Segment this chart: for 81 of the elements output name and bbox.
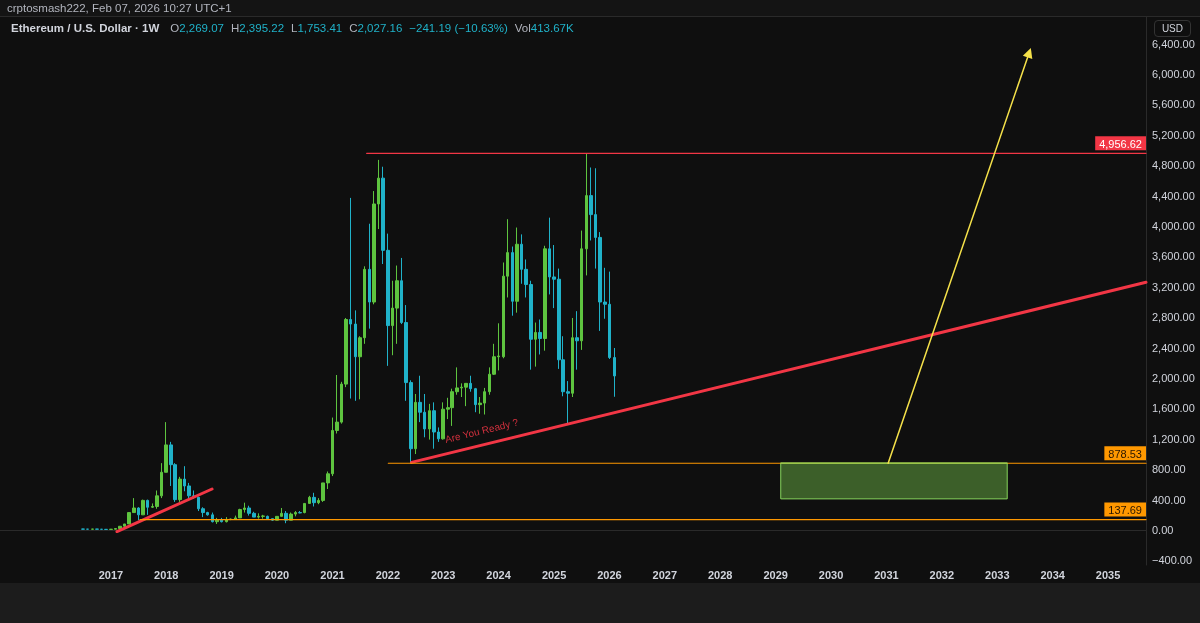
annotation: C2,027.16 (349, 22, 403, 34)
x-tick-label: 2023 (430, 568, 456, 581)
y-tick-label: 6,000.00 (1152, 68, 1195, 80)
candlestick (464, 382, 468, 407)
x-tick-label: 2029 (763, 568, 788, 581)
y-tick-label: 5,200.00 (1152, 128, 1195, 141)
y-tick-label: 2,400.00 (1152, 341, 1195, 354)
x-tick-label: 2028 (707, 568, 733, 581)
y-tick-label: 1,200.00 (1152, 432, 1195, 445)
data-label: 878.53 (1108, 447, 1142, 460)
x-tick-label: 2022 (375, 568, 401, 581)
chart-title: Ethereum / U.S. Dollar · 1W (11, 21, 160, 36)
x-tick-label: 2031 (874, 568, 899, 581)
x-tick-label: 2034 (1040, 568, 1066, 581)
candlestick (515, 227, 519, 314)
x-tick-label: 2024 (486, 568, 512, 581)
candlestick (215, 517, 219, 525)
y-tick-label: 2,800.00 (1152, 311, 1195, 324)
x-tick-label: 2020 (264, 568, 290, 581)
candlestick (511, 246, 514, 317)
data-label: 4,956.62 (1099, 137, 1142, 150)
candlestick (312, 492, 316, 507)
candlestick (580, 230, 583, 351)
annotation: H2,395.22 (230, 22, 285, 34)
x-tick-label: 2019 (209, 568, 234, 581)
candlestick (469, 375, 472, 393)
x-tick-label: 2032 (929, 568, 955, 581)
candlestick (585, 153, 588, 276)
annotation: O2,269.07 (170, 22, 224, 34)
text: Are You Ready ? (443, 416, 520, 446)
candlestick (543, 245, 547, 352)
candlestick (613, 347, 616, 398)
y-tick-label: 4,000.00 (1152, 220, 1195, 233)
annotation: −241.19 (−10.63%) (409, 22, 508, 34)
x-tick-label: 2026 (597, 568, 622, 581)
candlestick (368, 223, 371, 330)
candlestick (575, 310, 579, 371)
annotation: Vol413.67K (514, 22, 574, 34)
y-tick-label: 2,000.00 (1152, 372, 1195, 385)
candlestick (261, 514, 265, 520)
candlestick (538, 319, 542, 355)
x-tick-label: 2030 (818, 568, 844, 581)
candlestick (146, 499, 149, 516)
candlestick (349, 197, 352, 400)
x-tick-label: 2017 (98, 568, 124, 581)
y-tick-label: 5,600.00 (1152, 98, 1195, 111)
x-tick-label: 2033 (985, 568, 1010, 581)
y-tick-label: 0.00 (1152, 524, 1174, 537)
y-axis-title: USD (1153, 20, 1191, 37)
candlestick (178, 476, 182, 503)
candlestick (474, 387, 477, 413)
y-tick-label: 3,600.00 (1152, 250, 1195, 263)
x-tick-label: 2035 (1095, 568, 1121, 581)
x-tick-label: 2027 (652, 568, 678, 581)
candlestick (141, 499, 145, 516)
y-tick-label: −400.00 (1152, 554, 1193, 567)
y-tick-label: 6,400.00 (1152, 37, 1195, 50)
candlestick (571, 317, 574, 398)
chart-subtitle: crptosmash222, Feb 07, 2026 10:27 UTC+1 (7, 1, 232, 16)
candlestick (432, 401, 436, 450)
candlestick (354, 309, 357, 402)
x-tick-label: 2025 (541, 568, 567, 581)
y-tick-label: 1,600.00 (1152, 402, 1195, 415)
candlestick (414, 393, 417, 455)
candlestick (266, 515, 269, 520)
annotation: L1,753.41 (291, 22, 343, 34)
y-tick-label: 4,400.00 (1152, 189, 1195, 202)
candlestick (308, 495, 311, 504)
y-tick-label: 400.00 (1152, 493, 1186, 506)
data-label: 137.69 (1108, 504, 1142, 517)
candlestick (534, 322, 537, 368)
x-tick-label: 2018 (154, 568, 179, 581)
y-tick-label: 3,200.00 (1152, 280, 1195, 293)
x-tick-label: 2021 (320, 568, 345, 581)
candlestick (137, 506, 140, 521)
y-tick-label: 4,800.00 (1152, 159, 1195, 172)
candlestick (303, 502, 306, 514)
y-tick-label: 800.00 (1152, 463, 1186, 476)
candlestick (428, 403, 431, 441)
candlestick (104, 528, 108, 531)
candlestick (298, 510, 302, 514)
